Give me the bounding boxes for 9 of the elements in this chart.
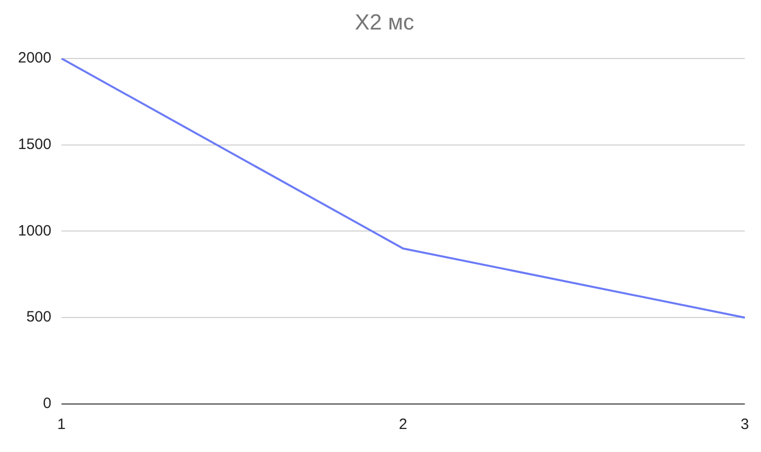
x-tick-label: 2: [398, 416, 408, 434]
y-tick-label: 2000: [18, 50, 52, 67]
y-tick-label: 500: [26, 308, 52, 326]
chart-title: X2 мс: [354, 9, 414, 34]
x-tick-label: 1: [57, 416, 66, 434]
y-tick-label: 1000: [18, 222, 52, 240]
y-tick-label: 1500: [18, 136, 52, 153]
y-tick-label: 0: [43, 395, 52, 412]
x-tick-label: 3: [740, 416, 749, 434]
